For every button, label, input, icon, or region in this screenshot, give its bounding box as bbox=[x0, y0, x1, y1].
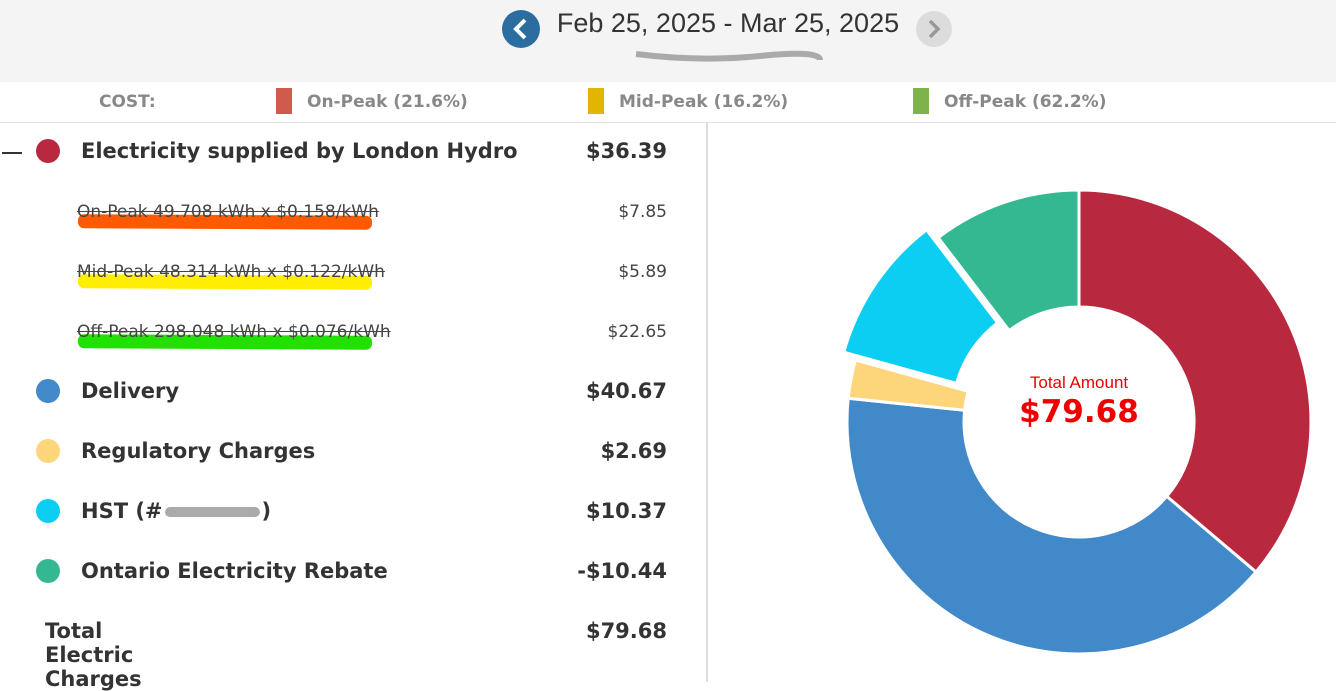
center-value: $79.68 bbox=[1019, 394, 1139, 430]
item-name-end: ) bbox=[261, 499, 272, 523]
redacted bbox=[164, 507, 260, 517]
legend-swatch bbox=[276, 88, 292, 114]
redacted-address bbox=[635, 50, 823, 62]
detail-amount: $22.65 bbox=[607, 322, 667, 342]
detail-text: On-Peak 49.708 kWh x $0.158/kWh bbox=[77, 202, 379, 222]
donut-slice bbox=[845, 396, 1259, 656]
donut-chart: Total Amount $79.68 bbox=[841, 188, 1313, 656]
header bbox=[0, 0, 1336, 82]
item-amount: $10.37 bbox=[585, 499, 667, 523]
dot bbox=[36, 439, 60, 463]
donut-slice bbox=[1077, 188, 1313, 575]
item-name: Delivery bbox=[81, 379, 180, 403]
dot bbox=[36, 559, 60, 583]
legend-swatch bbox=[588, 88, 604, 114]
detail-amount: $5.89 bbox=[618, 262, 667, 282]
cost-legend: COST: On-Peak (21.6%) Mid-Peak (16.2%) Off… bbox=[0, 82, 1336, 123]
donut-slice bbox=[936, 188, 1081, 333]
dot bbox=[36, 139, 60, 163]
item-amount: $40.67 bbox=[585, 379, 667, 403]
legend-item: Off-Peak (62.2%) bbox=[944, 92, 1107, 112]
legend-item: On-Peak (21.6%) bbox=[307, 92, 468, 112]
dot bbox=[36, 379, 60, 403]
detail-text: Mid-Peak 48.314 kWh x $0.122/kWh bbox=[77, 262, 385, 282]
donut-slice bbox=[841, 227, 1000, 386]
total-name: Total Electric Charges bbox=[45, 619, 142, 691]
header-controls bbox=[502, 10, 952, 62]
item-name: Electricity supplied by London Hydro bbox=[81, 139, 518, 163]
detail-text: Off-Peak 298.048 kWh x $0.076/kWh bbox=[77, 322, 391, 342]
item-name: Regulatory Charges bbox=[81, 439, 316, 463]
legend-item: Mid-Peak (16.2%) bbox=[619, 92, 789, 112]
item-name: HST (#) bbox=[81, 499, 272, 523]
item-amount: $36.39 bbox=[585, 139, 667, 163]
item-amount: -$10.44 bbox=[577, 559, 667, 583]
donut-slice bbox=[846, 358, 971, 412]
dot bbox=[36, 499, 60, 523]
item-amount: $2.69 bbox=[600, 439, 667, 463]
detail-amount: $7.85 bbox=[618, 202, 667, 222]
center-label: Total Amount bbox=[1030, 373, 1129, 392]
total-amount: $79.68 bbox=[585, 619, 667, 643]
date-range: Feb 25, 2025 - Mar 25, 2025 bbox=[556, 8, 900, 38]
legend-label: COST: bbox=[99, 92, 156, 112]
previous-button[interactable] bbox=[502, 10, 540, 48]
legend-swatch bbox=[913, 88, 929, 114]
collapse-toggle bbox=[2, 152, 22, 154]
next-button[interactable] bbox=[916, 11, 952, 47]
item-name: Ontario Electricity Rebate bbox=[81, 559, 388, 583]
divider bbox=[706, 123, 708, 682]
